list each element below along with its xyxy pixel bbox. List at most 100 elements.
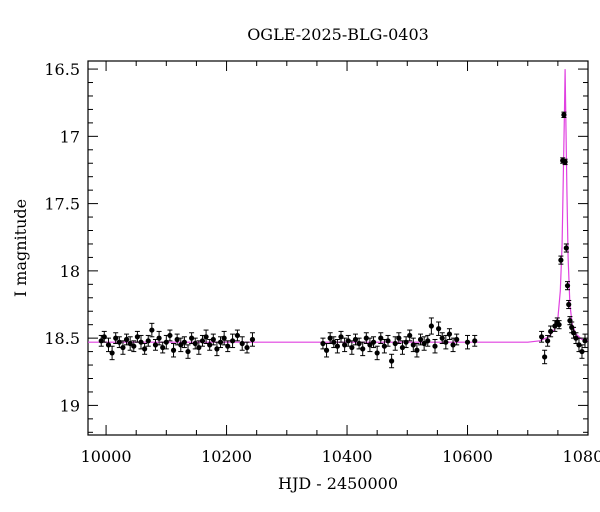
data-point (189, 332, 195, 345)
data-point (374, 345, 380, 361)
data-point-marker (345, 338, 351, 344)
data-point (432, 338, 438, 354)
data-point (334, 338, 340, 354)
chart-title: OGLE-2025-BLG-0403 (247, 25, 429, 44)
data-point-marker (443, 339, 449, 345)
data-point (221, 330, 227, 346)
data-point-marker (363, 335, 369, 341)
data-point (101, 330, 107, 343)
data-point-marker (425, 338, 431, 344)
plot-frame (87, 60, 589, 436)
data-point-marker (123, 336, 130, 343)
data-point-marker (464, 339, 471, 345)
data-point (178, 337, 184, 353)
data-point-marker (407, 332, 413, 339)
data-point (116, 336, 122, 349)
data-point (563, 243, 569, 253)
x-tick-label: 10400 (322, 447, 373, 466)
data-point-marker (167, 332, 173, 339)
data-point-marker (539, 334, 545, 340)
data-point (214, 341, 220, 357)
data-point-marker (225, 343, 231, 349)
x-tick-label: 10000 (81, 447, 132, 466)
y-tick-label: 16.5 (44, 60, 80, 79)
data-point-marker (472, 338, 478, 344)
data-point-marker (131, 343, 137, 349)
data-point (142, 343, 148, 355)
data-point-marker (385, 338, 391, 344)
data-point (181, 336, 187, 349)
data-point-marker (349, 344, 355, 351)
data-point-marker (210, 336, 216, 343)
data-point-marker (152, 342, 159, 348)
data-point-marker (334, 343, 340, 349)
data-point (360, 341, 366, 357)
data-point-marker (399, 344, 406, 351)
data-point (446, 328, 453, 340)
data-point (167, 329, 173, 342)
data-point-marker (323, 347, 330, 353)
data-point-marker (566, 301, 572, 308)
model-curve (88, 69, 589, 343)
data-point-marker (149, 327, 155, 333)
data-point (370, 336, 377, 349)
data-point (105, 337, 112, 353)
data-point (396, 332, 402, 345)
data-point (225, 340, 231, 353)
data-point-marker (576, 342, 582, 348)
data-point-marker (120, 344, 126, 351)
data-point (323, 343, 330, 358)
data-point (579, 344, 585, 359)
data-point (338, 330, 344, 343)
data-point-marker (367, 342, 373, 348)
x-tick-label: 10600 (442, 447, 493, 466)
data-point (389, 353, 395, 369)
data-point (539, 330, 545, 343)
data-point-marker (370, 339, 377, 345)
y-axis-label: I magnitude (11, 199, 30, 297)
data-point-marker (374, 350, 380, 356)
data-point-marker (234, 332, 240, 339)
data-point-marker (381, 343, 387, 349)
data-point-marker (181, 339, 187, 345)
data-point-marker (178, 342, 184, 348)
data-point-marker (331, 339, 337, 345)
x-axis-label: HJD - 2450000 (278, 474, 398, 493)
data-point (562, 158, 568, 166)
data-point (573, 332, 579, 345)
data-point (185, 344, 191, 359)
data-point (472, 334, 478, 347)
data-point-marker (428, 323, 434, 329)
data-point (425, 334, 431, 347)
data-point-marker (145, 338, 151, 344)
data-point (207, 338, 213, 351)
data-point-marker (389, 358, 395, 364)
data-point (127, 336, 133, 351)
data-point-marker (109, 350, 115, 356)
data-point (428, 317, 434, 335)
data-point-marker (563, 245, 569, 251)
data-point-marker (579, 348, 585, 355)
data-point (542, 349, 548, 365)
data-point-marker (446, 331, 453, 337)
data-point (454, 333, 460, 346)
data-point (123, 333, 130, 346)
data-point-marker (454, 336, 460, 343)
data-point-marker (548, 328, 554, 335)
data-point (149, 322, 155, 338)
data-point-marker (192, 340, 198, 347)
data-point (464, 334, 471, 350)
data-point-marker (421, 340, 427, 347)
data-point (564, 281, 571, 291)
data-point-marker (564, 283, 571, 289)
x-tick-label: 10200 (201, 447, 252, 466)
data-point-marker (436, 326, 442, 332)
model-line (88, 69, 589, 343)
data-point-marker (562, 159, 568, 165)
data-point (120, 340, 126, 355)
data-point (145, 334, 151, 347)
data-point-marker (392, 340, 398, 347)
data-point-marker (217, 339, 224, 345)
data-point-marker (320, 340, 326, 347)
data-points (98, 111, 588, 369)
